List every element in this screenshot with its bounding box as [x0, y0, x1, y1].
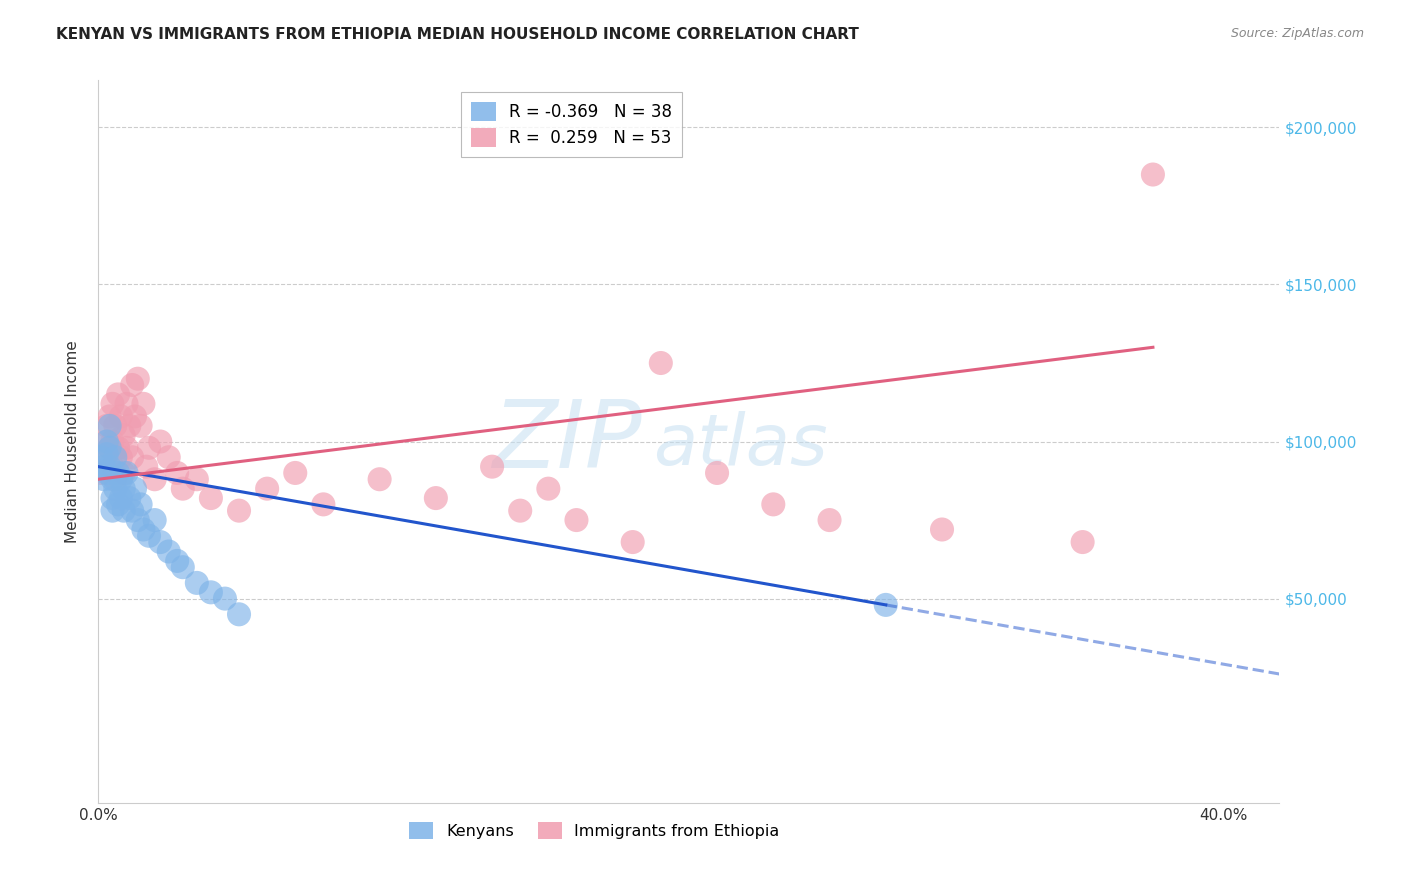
Point — [129, 418, 152, 433]
Point — [284, 466, 307, 480]
Point — [537, 482, 560, 496]
Point — [104, 472, 127, 486]
Point — [256, 482, 278, 496]
Point — [172, 560, 194, 574]
Point — [90, 466, 112, 480]
Point — [98, 441, 121, 455]
Point — [107, 466, 129, 480]
Text: ZIP: ZIP — [492, 396, 641, 487]
Point — [93, 459, 115, 474]
Point — [172, 482, 194, 496]
Point — [112, 482, 135, 496]
Point — [110, 472, 132, 486]
Point — [186, 472, 208, 486]
Point — [481, 459, 503, 474]
Point — [110, 409, 132, 424]
Point — [98, 418, 121, 433]
Point — [124, 409, 146, 424]
Point — [101, 503, 124, 517]
Point — [706, 466, 728, 480]
Text: KENYAN VS IMMIGRANTS FROM ETHIOPIA MEDIAN HOUSEHOLD INCOME CORRELATION CHART: KENYAN VS IMMIGRANTS FROM ETHIOPIA MEDIA… — [56, 27, 859, 42]
Point — [650, 356, 672, 370]
Point — [1071, 535, 1094, 549]
Point — [96, 447, 118, 461]
Point — [107, 441, 129, 455]
Point — [115, 466, 138, 480]
Point — [157, 450, 180, 465]
Point — [101, 491, 124, 505]
Point — [875, 598, 897, 612]
Point — [186, 575, 208, 590]
Point — [112, 428, 135, 442]
Point — [96, 466, 118, 480]
Point — [368, 472, 391, 486]
Point — [166, 466, 188, 480]
Point — [818, 513, 841, 527]
Point — [96, 434, 118, 449]
Point — [425, 491, 447, 505]
Point — [135, 459, 157, 474]
Point — [200, 585, 222, 599]
Point — [931, 523, 953, 537]
Point — [115, 441, 138, 455]
Point — [101, 434, 124, 449]
Point — [96, 434, 118, 449]
Point — [107, 497, 129, 511]
Point — [93, 472, 115, 486]
Point — [565, 513, 588, 527]
Point — [101, 397, 124, 411]
Point — [104, 482, 127, 496]
Point — [149, 535, 172, 549]
Point — [157, 544, 180, 558]
Point — [101, 459, 124, 474]
Point — [127, 372, 149, 386]
Point — [112, 466, 135, 480]
Point — [166, 554, 188, 568]
Text: atlas: atlas — [654, 410, 828, 480]
Point — [228, 503, 250, 517]
Point — [90, 450, 112, 465]
Point — [228, 607, 250, 622]
Point — [96, 418, 118, 433]
Point — [200, 491, 222, 505]
Point — [118, 418, 141, 433]
Point — [127, 513, 149, 527]
Point — [93, 450, 115, 465]
Point — [121, 503, 143, 517]
Point — [1142, 168, 1164, 182]
Point — [118, 491, 141, 505]
Point — [121, 378, 143, 392]
Point — [138, 441, 160, 455]
Point — [121, 450, 143, 465]
Point — [98, 441, 121, 455]
Point — [509, 503, 531, 517]
Point — [312, 497, 335, 511]
Point — [214, 591, 236, 606]
Text: Source: ZipAtlas.com: Source: ZipAtlas.com — [1230, 27, 1364, 40]
Point — [101, 472, 124, 486]
Point — [143, 472, 166, 486]
Point — [129, 497, 152, 511]
Point — [104, 450, 127, 465]
Point — [98, 459, 121, 474]
Y-axis label: Median Household Income: Median Household Income — [65, 340, 80, 543]
Point — [107, 387, 129, 401]
Point — [110, 450, 132, 465]
Point — [112, 503, 135, 517]
Point — [124, 482, 146, 496]
Point — [138, 529, 160, 543]
Point — [110, 491, 132, 505]
Point — [98, 409, 121, 424]
Point — [149, 434, 172, 449]
Point — [132, 397, 155, 411]
Point — [115, 397, 138, 411]
Legend: Kenyans, Immigrants from Ethiopia: Kenyans, Immigrants from Ethiopia — [404, 816, 786, 846]
Point — [762, 497, 785, 511]
Point — [143, 513, 166, 527]
Point — [132, 523, 155, 537]
Point — [621, 535, 644, 549]
Point — [104, 418, 127, 433]
